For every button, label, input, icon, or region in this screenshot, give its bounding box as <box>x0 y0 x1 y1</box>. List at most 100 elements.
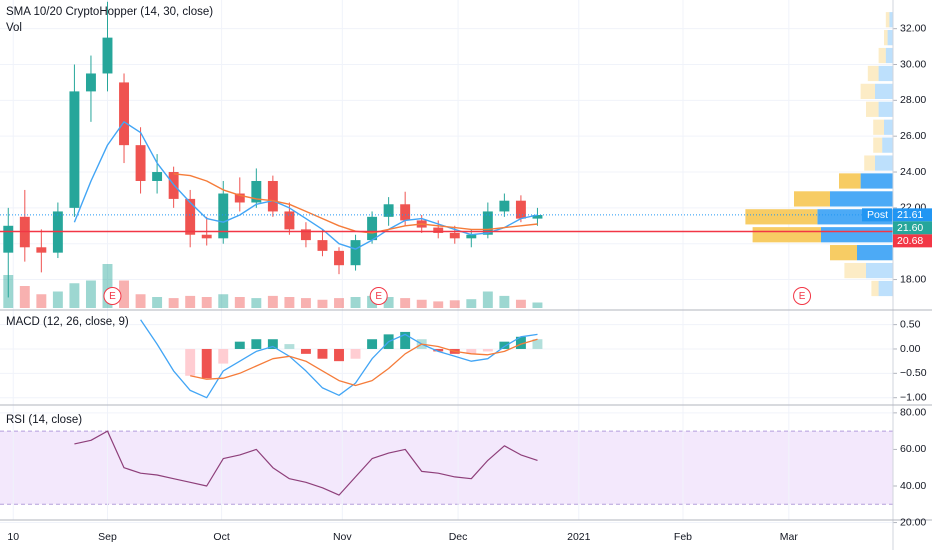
y-tick-label: 32.00 <box>900 22 926 34</box>
volume-bar <box>36 294 47 308</box>
histogram-bar <box>251 339 262 349</box>
histogram-bar <box>267 339 278 349</box>
price-label: 20.68 <box>897 235 923 247</box>
histogram-bar <box>218 348 229 364</box>
rsi-title: RSI (14, close) <box>6 414 82 426</box>
plot-layer <box>0 1 893 496</box>
x-tick-label: Mar <box>780 531 799 543</box>
volume-title: Vol <box>6 22 22 34</box>
profile-down-bar <box>830 245 857 261</box>
volume-bar <box>350 297 361 308</box>
x-tick-label: Oct <box>213 531 229 543</box>
profile-up-bar <box>860 173 893 189</box>
profile-up-bar <box>889 12 893 28</box>
histogram-bar <box>433 348 444 352</box>
price-tag: Post <box>867 209 888 221</box>
profile-up-bar <box>882 137 893 153</box>
volume-bar <box>85 280 96 308</box>
volume-bar <box>334 298 344 308</box>
volume-bar <box>135 294 146 308</box>
price-label-box <box>893 234 932 248</box>
indicator-title: SMA 10/20 CryptoHopper (14, 30, close) <box>6 6 213 18</box>
label-layer: SMA 10/20 CryptoHopper (14, 30, close) V… <box>6 6 932 543</box>
y-tick-label: 0.50 <box>900 318 921 330</box>
event-label: E <box>799 291 806 302</box>
candle-body <box>515 200 526 219</box>
x-tick-label: Feb <box>674 531 692 543</box>
volume-bar <box>482 291 493 308</box>
price-label-box <box>893 221 932 235</box>
profile-down-bar <box>873 119 884 135</box>
volume-bar <box>449 300 460 308</box>
candle-body <box>334 250 344 266</box>
candle-body <box>300 229 311 241</box>
y-tick-label: −0.50 <box>900 367 927 379</box>
candle-body <box>499 200 510 212</box>
histogram-bar <box>300 348 311 354</box>
volume-bar <box>19 286 30 308</box>
profile-up-bar <box>875 83 893 100</box>
volume-bar <box>515 299 526 308</box>
candle-body <box>350 240 361 266</box>
y-tick-label: −1.00 <box>900 391 927 403</box>
volume-bar <box>102 264 113 308</box>
x-tick-label: Dec <box>449 531 468 543</box>
profile-down-bar <box>871 280 879 297</box>
x-tick-label: Nov <box>333 531 352 543</box>
x-tick-label: 2021 <box>567 531 591 543</box>
y-tick-label: 18.00 <box>900 273 926 285</box>
profile-up-bar <box>857 245 893 261</box>
volume-bar <box>499 295 510 308</box>
candle-body <box>3 225 14 253</box>
candle-body <box>317 240 328 251</box>
profile-down-bar <box>884 30 888 46</box>
profile-up-bar <box>887 30 893 46</box>
volume-bar <box>300 298 311 308</box>
profile-up-bar <box>821 227 893 243</box>
price-tag-box <box>862 208 892 222</box>
profile-down-bar <box>839 173 861 189</box>
candle-body <box>135 145 146 181</box>
candle-body <box>367 216 378 241</box>
volume-bar <box>267 295 278 308</box>
profile-up-bar <box>866 262 893 279</box>
histogram-bar <box>499 341 510 349</box>
profile-up-bar <box>878 101 893 117</box>
profile-down-bar <box>844 262 866 279</box>
candle-body <box>36 247 47 253</box>
histogram-bar <box>400 331 411 349</box>
candle-body <box>466 234 477 239</box>
histogram-bar <box>201 348 212 379</box>
macd-line <box>140 319 538 399</box>
histogram-bar <box>234 341 245 349</box>
event-marker <box>369 287 388 305</box>
volume-bar <box>400 298 411 308</box>
y-tick-label: 40.00 <box>900 480 926 492</box>
histogram-bar <box>482 348 493 352</box>
candle-body <box>234 193 245 203</box>
event-marker <box>103 287 122 305</box>
volume-bar <box>433 301 444 308</box>
volume-bar <box>284 297 295 308</box>
event-label: E <box>109 291 116 302</box>
profile-up-bar <box>875 155 893 171</box>
candle-body <box>201 234 212 239</box>
histogram-bar <box>284 344 295 349</box>
volume-bar <box>69 283 80 308</box>
volume-bar <box>234 297 245 308</box>
profile-up-bar <box>884 119 893 135</box>
y-tick-label: 28.00 <box>900 94 926 106</box>
volume-bar <box>218 294 229 308</box>
candle-body <box>532 215 543 219</box>
histogram-bar <box>350 348 361 359</box>
candle-body <box>284 211 295 230</box>
profile-down-bar <box>878 47 886 64</box>
y-tick-label: 0.00 <box>900 343 921 355</box>
candle-body <box>185 198 196 235</box>
profile-down-bar <box>745 209 818 225</box>
price-label-box <box>893 208 932 222</box>
profile-up-bar <box>878 280 893 297</box>
profile-up-bar <box>885 47 893 64</box>
profile-down-bar <box>873 137 883 153</box>
